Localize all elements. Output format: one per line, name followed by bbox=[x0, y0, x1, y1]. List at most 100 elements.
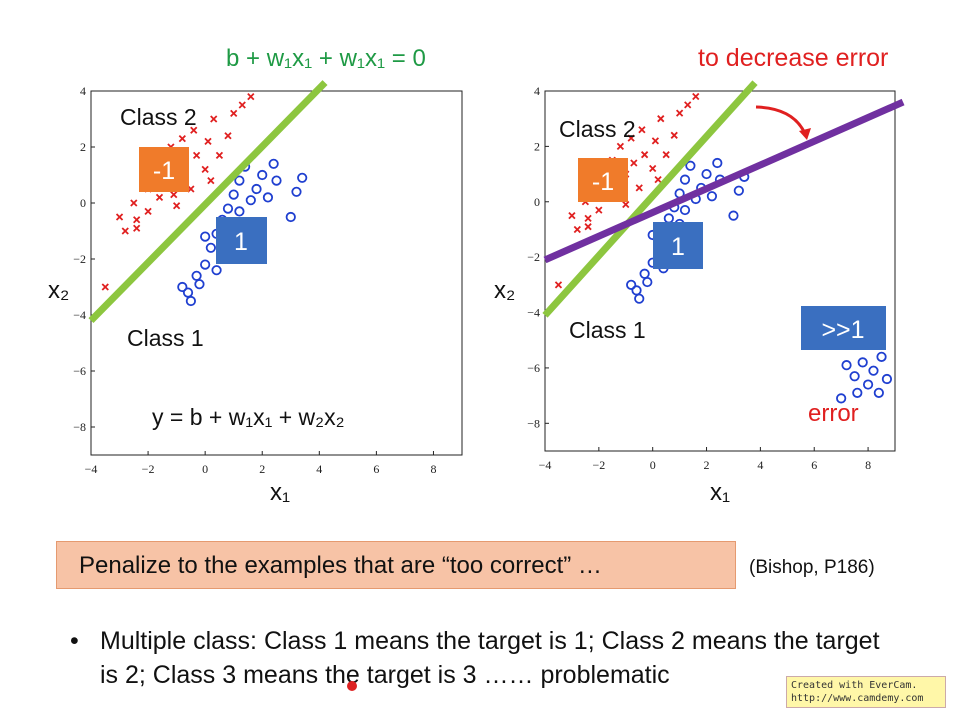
left-boundary-equation: b + w₁x₁ + w₁x₁ = 0 bbox=[226, 45, 426, 72]
x-tick-label: −4 bbox=[539, 458, 552, 472]
class2-point bbox=[178, 134, 186, 143]
right-green-boundary-line bbox=[542, 80, 758, 318]
y-tick-label: 2 bbox=[80, 140, 86, 154]
class2-point bbox=[662, 151, 670, 159]
class1-point bbox=[251, 183, 262, 195]
right-plot-frame bbox=[544, 90, 896, 452]
class1-point bbox=[728, 210, 739, 221]
class2-point bbox=[204, 137, 212, 146]
class2-point bbox=[573, 225, 581, 234]
x-tick-label: −2 bbox=[592, 458, 605, 472]
class1-point bbox=[245, 195, 256, 206]
left-pos-target-label: 1 bbox=[234, 228, 248, 256]
class2-point bbox=[651, 137, 660, 145]
left-axis-ticks: −4 −2 0 2 4 6 8 4 2 0 −2 −4 −6 −8 bbox=[73, 84, 436, 476]
class2-point bbox=[101, 283, 109, 291]
class2-point bbox=[584, 223, 592, 231]
class1-point bbox=[868, 365, 879, 376]
y-tick-label: −2 bbox=[527, 250, 540, 264]
class1-point bbox=[857, 357, 868, 368]
class1-point bbox=[634, 293, 645, 304]
class2-point bbox=[627, 134, 635, 142]
y-tick-label: −2 bbox=[73, 252, 86, 266]
citation: (Bishop, P186) bbox=[749, 557, 875, 578]
class1-point bbox=[852, 387, 863, 398]
class1-point bbox=[862, 379, 874, 390]
class1-point bbox=[679, 204, 691, 216]
class2-point bbox=[121, 227, 129, 235]
x-tick-label: 6 bbox=[373, 462, 379, 476]
x-tick-label: 8 bbox=[865, 458, 871, 472]
class1-point bbox=[685, 160, 696, 171]
class1-point bbox=[194, 279, 205, 290]
left-class2-label: Class 2 bbox=[120, 104, 197, 130]
y-tick-label: −6 bbox=[527, 361, 540, 375]
class1-point bbox=[234, 175, 245, 186]
left-neg-target-box bbox=[139, 147, 189, 192]
class1-point bbox=[733, 185, 744, 196]
class2-point bbox=[133, 216, 141, 224]
class2-point bbox=[130, 199, 138, 207]
class2-point bbox=[224, 132, 232, 140]
left-neg-target-label: -1 bbox=[153, 157, 175, 185]
y-tick-label: 4 bbox=[80, 84, 86, 98]
class2-point bbox=[190, 126, 198, 134]
right-pos-target-box bbox=[653, 222, 703, 269]
class2-point bbox=[192, 151, 201, 160]
class2-point bbox=[215, 151, 224, 160]
class2-point bbox=[155, 193, 164, 202]
right-class2-label: Class 2 bbox=[559, 116, 636, 142]
bullet-dot-icon: • bbox=[70, 627, 79, 655]
y-tick-label: 0 bbox=[534, 195, 540, 209]
right-class1-label: Class 1 bbox=[569, 317, 646, 343]
x-tick-label: 2 bbox=[704, 458, 710, 472]
class2-point bbox=[684, 101, 692, 109]
class1-point bbox=[262, 192, 274, 203]
class1-point bbox=[626, 279, 637, 290]
left-plot-frame bbox=[90, 90, 463, 456]
x-tick-label: 4 bbox=[316, 462, 322, 476]
y-tick-label: −8 bbox=[73, 420, 86, 434]
class1-point bbox=[228, 189, 239, 200]
arrow-head-icon bbox=[799, 128, 811, 140]
class1-point bbox=[841, 360, 852, 371]
x-tick-label: 6 bbox=[811, 458, 817, 472]
class2-point bbox=[616, 142, 625, 151]
y-tick-label: −8 bbox=[527, 416, 540, 430]
y-tick-label: −4 bbox=[527, 306, 540, 320]
class1-point bbox=[663, 213, 674, 224]
class1-point bbox=[876, 351, 887, 362]
class1-point bbox=[185, 295, 196, 307]
class2-point bbox=[133, 224, 141, 232]
bullet-text: Multiple class: Class 1 means the target… bbox=[100, 627, 880, 689]
class1-point bbox=[182, 287, 194, 298]
class1-point bbox=[285, 211, 296, 223]
right-ylabel: x₂ bbox=[494, 277, 515, 304]
class2-point bbox=[640, 151, 649, 159]
far-target-label: >>1 bbox=[821, 316, 864, 344]
class1-point bbox=[234, 206, 245, 217]
x-tick-label: 2 bbox=[259, 462, 265, 476]
class1-point bbox=[177, 281, 188, 293]
class2-point bbox=[568, 211, 576, 220]
x-tick-label: −2 bbox=[142, 462, 155, 476]
class2-point bbox=[595, 206, 603, 214]
left-model-equation: y = b + w₁x₁ + w₂x₂ bbox=[152, 404, 345, 430]
class2-point bbox=[115, 213, 124, 221]
class1-point bbox=[631, 285, 642, 296]
watermark-line1: Created with EverCam. bbox=[791, 680, 918, 691]
class2-point bbox=[170, 190, 178, 199]
right-pos-target-label: 1 bbox=[671, 233, 685, 261]
class2-point bbox=[238, 101, 246, 109]
y-tick-label: −6 bbox=[73, 364, 86, 378]
left-class1-label: Class 1 bbox=[127, 325, 204, 351]
cursor-pointer-icon bbox=[347, 681, 357, 691]
class2-point bbox=[630, 159, 638, 167]
watermark-line2: http://www.camdemy.com bbox=[791, 693, 924, 704]
class1-point bbox=[200, 259, 211, 270]
evercam-watermark: Created with EverCam. http://www.camdemy… bbox=[786, 676, 946, 708]
right-xlabel: x₁ bbox=[710, 479, 730, 506]
decrease-error-arrow bbox=[755, 105, 808, 137]
class1-point bbox=[268, 158, 279, 169]
class2-point bbox=[635, 184, 643, 192]
